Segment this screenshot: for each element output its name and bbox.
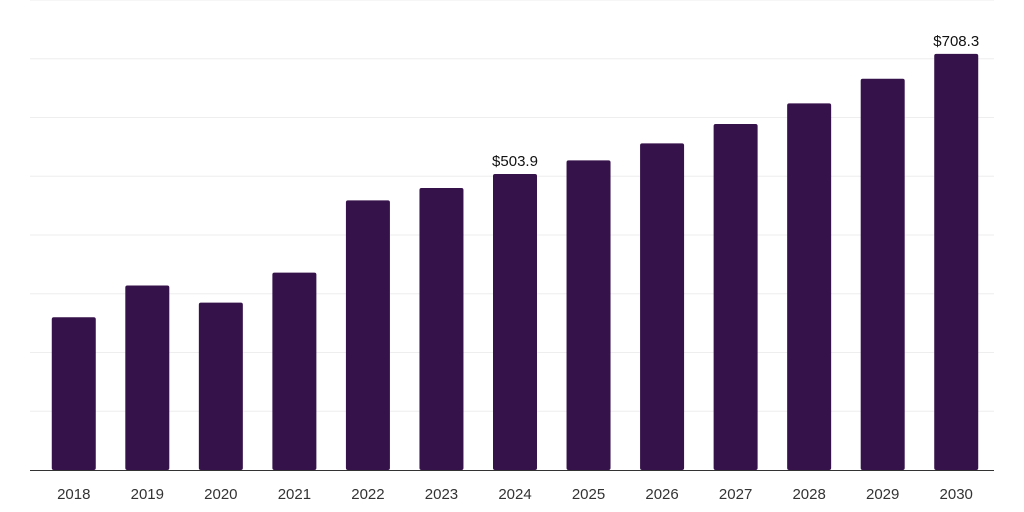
bar-2030 xyxy=(934,53,979,470)
data-label-2024: $503.9 xyxy=(492,153,538,170)
x-tick-label-2022: 2022 xyxy=(351,486,384,503)
bar-2024 xyxy=(493,173,537,471)
x-tick-label-2029: 2029 xyxy=(866,486,899,503)
x-tick-label-2023: 2023 xyxy=(425,486,458,503)
bar-2020 xyxy=(198,302,243,470)
x-tick-label-2027: 2027 xyxy=(719,486,752,503)
x-tick-labels: 2018 2019 2020 2021 2022 2023 2024 2025 2026 2027… xyxy=(57,486,973,503)
bar-2025 xyxy=(566,160,611,470)
x-tick-label-2025: 2025 xyxy=(572,486,605,503)
x-tick-label-2030: 2030 xyxy=(940,486,973,503)
bar-2021 xyxy=(272,272,317,470)
bar-2022 xyxy=(345,200,390,470)
x-tick-label-2028: 2028 xyxy=(792,486,825,503)
x-tick-label-2026: 2026 xyxy=(645,486,678,503)
x-tick-label-2020: 2020 xyxy=(204,486,237,503)
bar-2023 xyxy=(419,188,464,470)
bar-2019 xyxy=(125,285,170,470)
data-labels: $503.9 $708.3 xyxy=(492,33,979,170)
x-tick-label-2024: 2024 xyxy=(498,486,531,503)
bar-2018 xyxy=(51,317,96,470)
x-tick-label-2019: 2019 xyxy=(131,486,164,503)
x-tick-label-2021: 2021 xyxy=(278,486,311,503)
bar-2029 xyxy=(860,78,905,470)
x-tick-label-2018: 2018 xyxy=(57,486,90,503)
bars xyxy=(51,53,979,471)
bar-2026 xyxy=(640,143,685,470)
bar-2027 xyxy=(713,123,758,471)
bar-2028 xyxy=(787,103,832,471)
data-label-2030: $708.3 xyxy=(933,33,979,50)
